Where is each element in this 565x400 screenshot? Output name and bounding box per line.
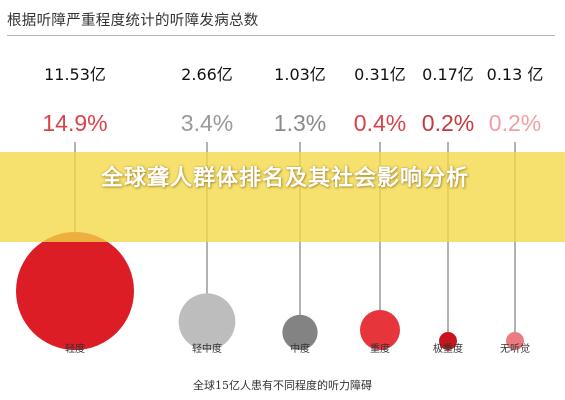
bubble	[360, 310, 400, 350]
percent-label: 0.2%	[422, 110, 474, 136]
bubble	[282, 314, 318, 350]
value-label: 0.13 亿	[487, 65, 544, 84]
percent-label: 1.3%	[274, 110, 326, 136]
category-label: 极重度	[433, 342, 463, 355]
category-label: 轻中度	[192, 342, 222, 355]
category-label: 无听觉	[500, 343, 530, 355]
headline-text: 全球聋人群体排名及其社会影响分析	[100, 166, 469, 191]
page-title: 根据听障严重程度统计的听障发病总数	[7, 13, 259, 29]
category-label: 轻度	[65, 342, 85, 355]
value-label: 0.31亿	[354, 65, 406, 84]
value-label: 1.03亿	[274, 65, 326, 84]
bubble	[506, 332, 524, 350]
category-label: 重度	[370, 342, 390, 355]
percent-label: 14.9%	[42, 110, 107, 136]
value-label: 2.66亿	[181, 65, 233, 84]
headline-banner	[0, 152, 565, 242]
value-label: 11.53亿	[44, 65, 106, 84]
bubble	[178, 293, 236, 350]
bubble	[16, 232, 134, 350]
percent-label: 0.4%	[354, 110, 406, 136]
chart-caption: 全球15亿人患有不同程度的听力障碍	[193, 379, 372, 392]
percent-label: 3.4%	[181, 110, 233, 136]
title-divider	[7, 35, 555, 36]
bubble	[439, 332, 457, 350]
percent-label: 0.2%	[489, 110, 541, 136]
category-label: 中度	[290, 342, 310, 355]
value-label: 0.17亿	[422, 65, 474, 84]
